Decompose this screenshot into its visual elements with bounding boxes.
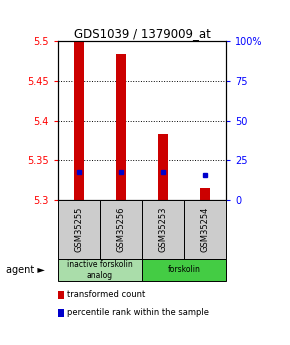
Text: GSM35256: GSM35256 [117, 207, 126, 252]
Text: percentile rank within the sample: percentile rank within the sample [67, 308, 209, 317]
Text: transformed count: transformed count [67, 290, 146, 299]
Bar [158, 134, 168, 200]
Text: GSM35253: GSM35253 [159, 207, 168, 252]
Text: inactive forskolin
analog: inactive forskolin analog [67, 260, 133, 280]
Title: GDS1039 / 1379009_at: GDS1039 / 1379009_at [74, 27, 211, 40]
Bar [116, 54, 126, 200]
Text: GSM35254: GSM35254 [201, 207, 210, 252]
Bar [200, 188, 211, 200]
Text: forskolin: forskolin [168, 265, 201, 275]
Bar [74, 41, 84, 200]
Text: GSM35255: GSM35255 [75, 207, 84, 252]
Text: agent ►: agent ► [6, 265, 45, 275]
